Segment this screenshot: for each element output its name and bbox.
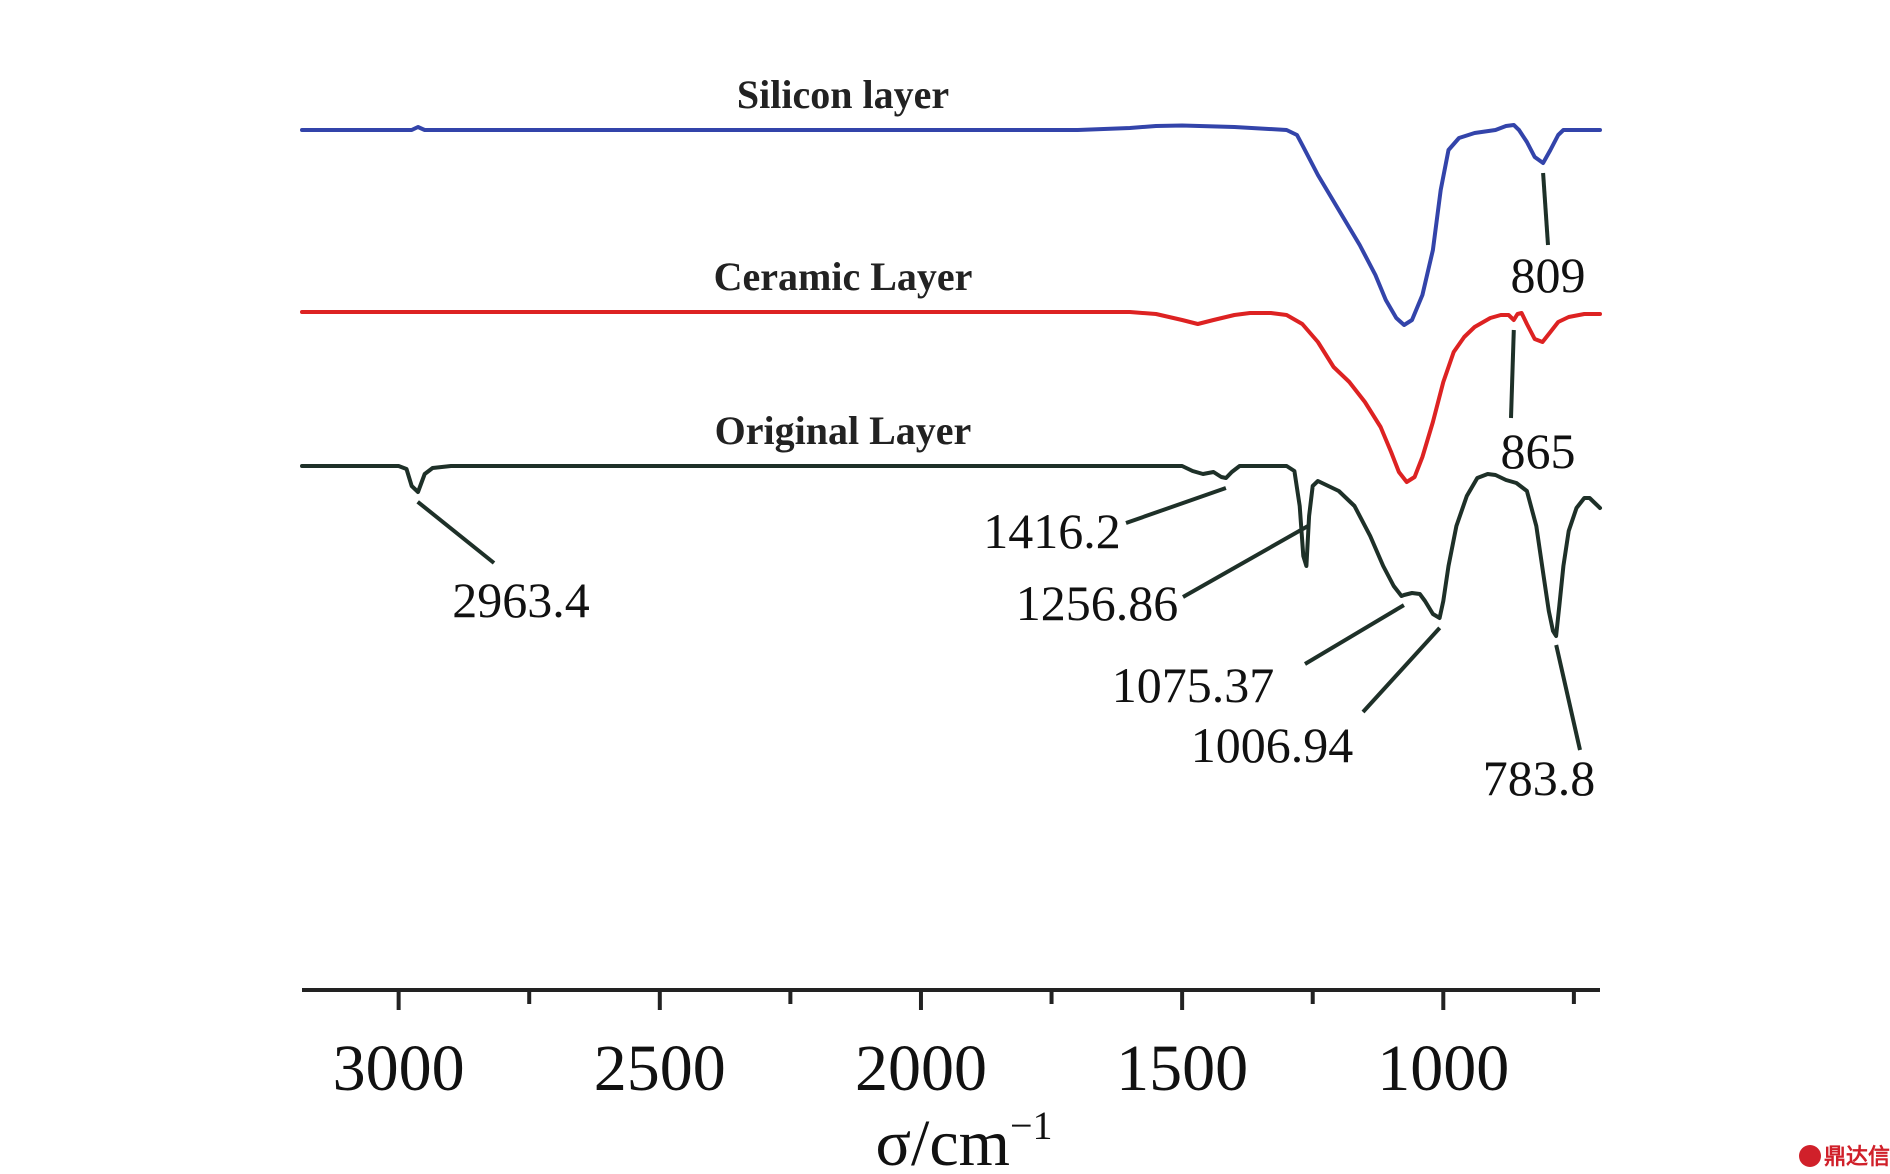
annotation-label-865: 865	[1501, 423, 1576, 479]
annotation-label-809: 809	[1511, 247, 1586, 303]
annotation-label-2963-4: 2963.4	[452, 572, 590, 628]
series-label-silicon-layer: Silicon layer	[737, 72, 949, 117]
watermark-text: 鼎达信	[1824, 1144, 1890, 1170]
x-axis-unit-exponent: −1	[1010, 1103, 1053, 1148]
x-tick-label-3000: 3000	[333, 1032, 465, 1105]
annotation-label-1075-37: 1075.37	[1112, 657, 1275, 713]
x-axis-unit: /cm	[911, 1107, 1010, 1174]
annotation-leader-1416-2	[1125, 486, 1227, 525]
series-labels: Silicon layer Ceramic Layer Original Layer	[714, 72, 973, 453]
series-line-silicon-layer	[300, 123, 1602, 327]
annotation-leader-809	[1541, 172, 1550, 246]
spectrum-curves	[300, 123, 1602, 638]
series-line-original-layer	[300, 464, 1602, 638]
annotation-leader-1075-37	[1303, 603, 1405, 666]
x-tick-label-2500: 2500	[594, 1032, 726, 1105]
x-axis-label: σ/cm−1	[875, 1103, 1052, 1174]
x-tick-label-2000: 2000	[855, 1032, 987, 1105]
series-line-ceramic-layer	[300, 310, 1602, 484]
annotation-leader-2963-4	[416, 500, 496, 565]
series-label-ceramic-layer: Ceramic Layer	[714, 254, 973, 299]
x-axis-symbol: σ	[875, 1107, 911, 1174]
annotation-leader-783-8	[1554, 644, 1582, 751]
x-tick-label-1000: 1000	[1377, 1032, 1509, 1105]
annotation-label-783-8: 783.8	[1483, 750, 1596, 806]
annotation-label-1416-2: 1416.2	[983, 503, 1121, 559]
annotation-leader-1256-86	[1182, 523, 1311, 599]
x-axis: 3000 2500 2000 1500 1000	[302, 988, 1600, 1105]
annotation-leader-865	[1509, 329, 1516, 419]
series-label-original-layer: Original Layer	[715, 408, 972, 453]
watermark: 鼎达信	[1799, 1144, 1890, 1170]
annotation-label-1256-86: 1256.86	[1016, 575, 1179, 631]
watermark-logo-icon	[1799, 1145, 1821, 1167]
annotation-leader-1006-94	[1361, 626, 1442, 714]
x-tick-label-1500: 1500	[1116, 1032, 1248, 1105]
annotation-label-1006-94: 1006.94	[1191, 717, 1354, 773]
